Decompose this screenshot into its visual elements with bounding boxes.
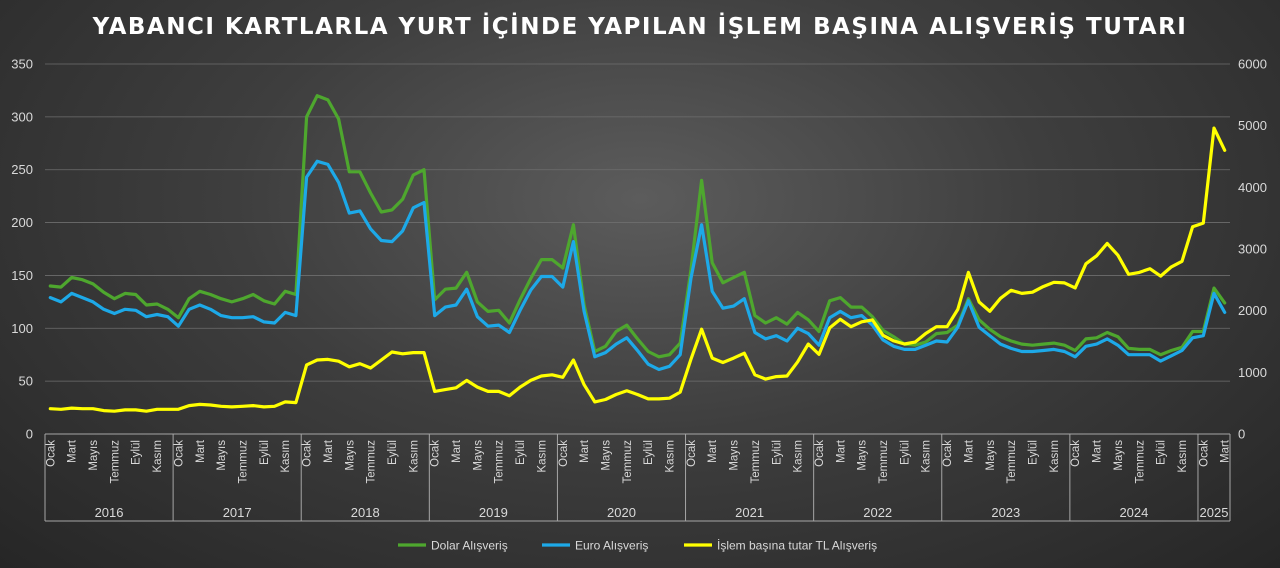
x-month-label: Temmuz: [238, 440, 250, 484]
x-month-label: Eylül: [131, 440, 143, 465]
x-month-label: Mayıs: [344, 440, 356, 471]
x-month-label: Temmuz: [366, 440, 378, 484]
x-month-label: Eylül: [1156, 440, 1168, 465]
x-year-label: 2022: [863, 505, 892, 520]
x-month-label: Ocak: [814, 440, 826, 467]
x-axis: Ocak Mart Mayıs Temmuz Eylül Kasım 2016 Ocak Mar…: [44, 433, 1232, 522]
x-month-label: Mayıs: [88, 440, 100, 471]
x-month-label: Mart: [963, 439, 975, 463]
x-month-label: Mayıs: [729, 440, 741, 471]
y-right-tick-label: 4000: [1238, 180, 1267, 195]
x-month-label: Kasım: [921, 440, 933, 473]
x-month-label: Mayıs: [472, 440, 484, 471]
x-year-label: 2021: [735, 505, 764, 520]
y-left-tick-label: 250: [11, 162, 33, 177]
x-month-label: Mart: [1220, 439, 1232, 463]
x-year-label: 2023: [991, 505, 1020, 520]
y-right-tick-label: 1000: [1238, 365, 1267, 380]
x-month-label: Mayıs: [985, 440, 997, 471]
y-left-tick-label: 350: [11, 57, 33, 72]
y-right-tick-label: 2000: [1238, 303, 1267, 318]
y-left-tick-label: 200: [11, 215, 33, 230]
x-month-label: Temmuz: [109, 440, 121, 484]
x-month-label: Mart: [323, 439, 335, 463]
gridlines: [45, 63, 1230, 382]
series-lines: [48, 94, 1227, 413]
x-month-label: Mart: [1092, 439, 1104, 463]
x-year-label: 2016: [95, 505, 124, 520]
x-month-label: Ocak: [686, 440, 698, 467]
x-month-label: Ocak: [942, 440, 954, 467]
y-left-tick-label: 150: [11, 268, 33, 283]
x-month-label: Temmuz: [622, 440, 634, 484]
x-month-label: Mart: [67, 439, 79, 463]
y-right-tick-label: 6000: [1238, 57, 1267, 72]
x-year-label: 2020: [607, 505, 636, 520]
x-month-label: Temmuz: [1006, 440, 1018, 484]
legend-label: Dolar Alışveriş: [431, 539, 508, 553]
x-year-label: 2025: [1200, 505, 1229, 520]
x-month-label: Temmuz: [878, 440, 890, 484]
x-month-label: Mayıs: [1113, 440, 1125, 471]
series-line-2: [48, 126, 1227, 413]
x-month-label: Eylül: [643, 440, 655, 465]
y-left-tick-label: 300: [11, 109, 33, 124]
x-month-label: Kasım: [408, 440, 420, 473]
y-right-tick-label: 5000: [1238, 118, 1267, 133]
x-month-label: Eylül: [771, 440, 783, 465]
x-month-label: Kasım: [280, 440, 292, 473]
x-month-label: Ocak: [1198, 440, 1210, 467]
legend-label: İşlem başına tutar TL Alışveriş: [717, 539, 877, 553]
series-line-1: [48, 159, 1227, 372]
x-month-label: Mayıs: [857, 440, 869, 471]
x-month-label: Mart: [579, 439, 591, 463]
y-right-tick-label: 3000: [1238, 242, 1267, 257]
x-month-label: Kasım: [793, 440, 805, 473]
legend: Dolar Alışveriş Euro Alışveriş İşlem başın…: [398, 539, 877, 553]
x-month-label: Mayıs: [216, 440, 228, 471]
x-month-label: Mayıs: [600, 440, 612, 471]
legend-label: Euro Alışveriş: [575, 539, 648, 553]
y-axis-right: 0 1000 2000 3000 4000 5000 6000: [1238, 57, 1267, 442]
x-month-label: Mart: [835, 439, 847, 463]
x-month-label: Eylül: [259, 440, 271, 465]
x-month-label: Eylül: [387, 440, 399, 465]
x-month-label: Kasım: [665, 440, 677, 473]
y-right-tick-label: 0: [1238, 427, 1245, 442]
x-month-label: Ocak: [1070, 440, 1082, 467]
x-month-label: Kasım: [152, 440, 164, 473]
x-month-label: Ocak: [558, 440, 570, 467]
x-month-label: Temmuz: [750, 440, 762, 484]
x-year-label: 2017: [223, 505, 252, 520]
x-month-label: Ocak: [173, 440, 185, 467]
chart-title: YABANCI KARTLARLA YURT İÇİNDE YAPILAN İŞ…: [92, 14, 1188, 40]
x-month-label: Eylül: [515, 440, 527, 465]
x-month-label: Kasım: [1049, 440, 1061, 473]
x-month-label: Temmuz: [1134, 440, 1146, 484]
x-month-label: Ocak: [430, 440, 442, 467]
x-month-label: Mart: [451, 439, 463, 463]
x-month-label: Temmuz: [494, 440, 506, 484]
x-month-label: Ocak: [45, 440, 57, 467]
x-month-label: Eylül: [899, 440, 911, 465]
x-month-label: Eylül: [1028, 440, 1040, 465]
x-month-label: Kasım: [536, 440, 548, 473]
x-month-label: Kasım: [1177, 440, 1189, 473]
y-left-tick-label: 100: [11, 321, 33, 336]
x-year-label: 2019: [479, 505, 508, 520]
y-axis-left: 0 50 100 150 200 250 300 350: [11, 57, 33, 442]
y-left-tick-label: 0: [26, 427, 33, 442]
x-month-label: Ocak: [302, 440, 314, 467]
x-year-label: 2018: [351, 505, 380, 520]
x-month-label: Mart: [195, 439, 207, 463]
x-month-label: Mart: [707, 439, 719, 463]
series-line-0: [48, 94, 1227, 359]
y-left-tick-label: 50: [19, 374, 33, 389]
x-year-label: 2024: [1119, 505, 1148, 520]
